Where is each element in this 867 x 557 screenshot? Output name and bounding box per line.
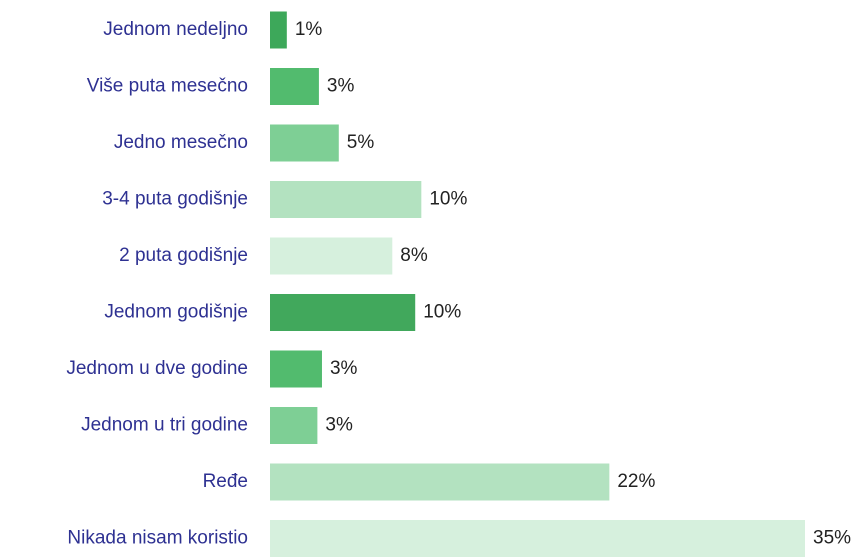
category-label: Više puta mesečno <box>87 76 248 97</box>
bar <box>270 124 339 162</box>
value-label: 1% <box>295 19 323 40</box>
category-label: Jednom u tri godine <box>81 415 248 436</box>
category-label: Jednom u dve godine <box>66 358 248 379</box>
value-label: 10% <box>429 189 467 210</box>
bar <box>270 407 318 444</box>
bar <box>270 463 610 501</box>
value-label: 3% <box>330 358 358 379</box>
category-label: Nikada nisam koristio <box>67 528 248 549</box>
category-label: 2 puta godišnje <box>119 245 248 266</box>
bar <box>270 294 416 331</box>
value-label: 5% <box>347 132 375 153</box>
bar <box>270 237 393 275</box>
category-label: Jednom nedeljno <box>103 19 248 40</box>
value-label: 22% <box>617 471 655 492</box>
category-label: Jedno mesečno <box>114 132 248 153</box>
bar <box>270 68 319 105</box>
bar <box>270 520 805 557</box>
bar <box>270 11 287 49</box>
category-label: Jednom godišnje <box>104 302 248 323</box>
value-label: 8% <box>400 245 428 266</box>
bar <box>270 181 422 218</box>
category-label: Ređe <box>203 471 248 492</box>
value-label: 10% <box>423 302 461 323</box>
value-label: 3% <box>327 76 355 97</box>
value-label: 3% <box>325 415 353 436</box>
category-label: 3-4 puta godišnje <box>102 189 248 210</box>
bar <box>270 350 322 388</box>
value-label: 35% <box>813 528 851 549</box>
